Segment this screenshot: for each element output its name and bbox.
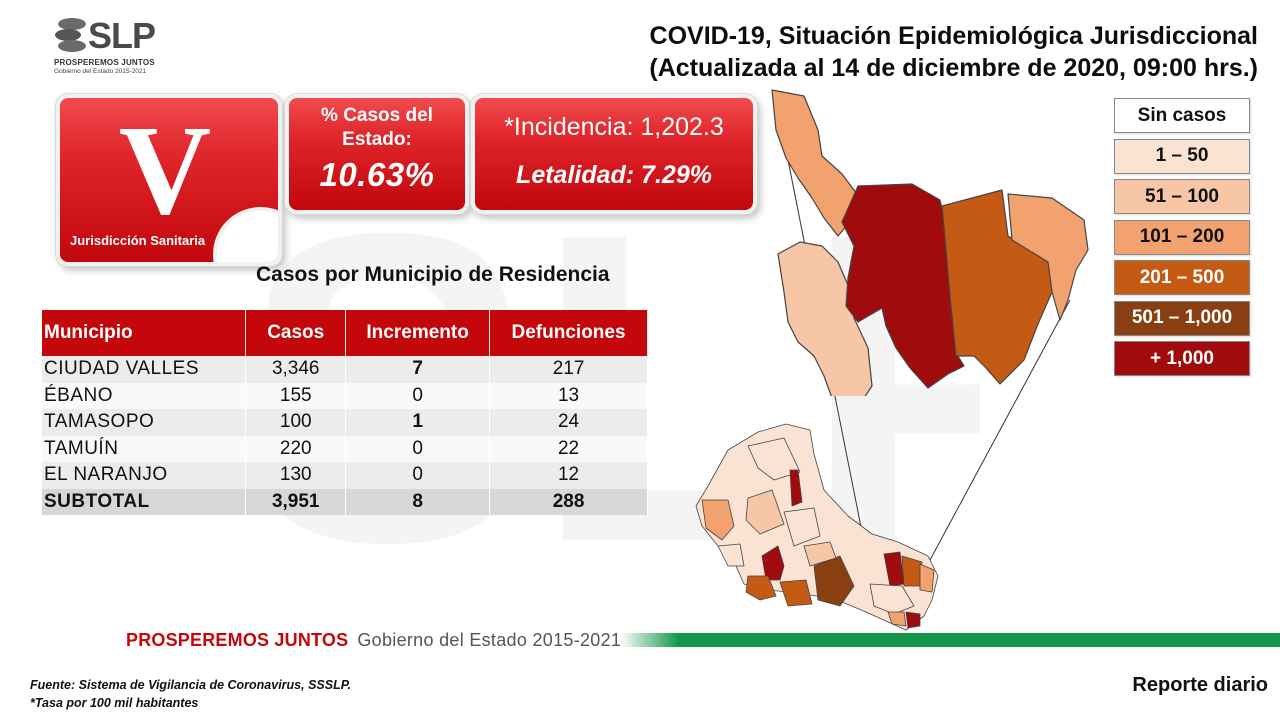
state-region-center xyxy=(745,489,785,535)
municipality-tamuin xyxy=(941,189,1053,385)
cell-defunciones: 13 xyxy=(489,382,648,409)
municipality-tamasopo xyxy=(777,241,873,396)
jurisdiction-map xyxy=(771,89,1089,396)
table-row: CIUDAD VALLES 3,346 7 217 xyxy=(42,356,648,383)
table-row: ÉBANO 155 0 13 xyxy=(42,382,648,409)
header-incremento: Incremento xyxy=(345,310,491,356)
slp-logo-icon xyxy=(55,18,86,52)
cell-casos: 220 xyxy=(245,435,347,462)
state-region-mid-south xyxy=(803,541,837,567)
cell-incremento: 0 xyxy=(345,435,491,462)
table-subtotal-row: SUBTOTAL 3,951 8 288 xyxy=(42,488,648,515)
cell-defunciones: 24 xyxy=(489,409,648,436)
legend-item-sin-casos: Sin casos xyxy=(1114,98,1250,133)
logo-wordmark: SLP xyxy=(88,15,156,56)
subtotal-defunciones: 288 xyxy=(489,488,648,515)
cell-incremento: 1 xyxy=(345,409,491,436)
logo-subline: Gobierno del Estado 2015-2021 xyxy=(54,68,147,75)
state-region-huasteca-mid xyxy=(887,611,907,627)
jurisdiction-label: Jurisdicción Sanitaria xyxy=(70,233,206,248)
state-region-north-high xyxy=(789,469,803,507)
source-line-2: *Tasa por 100 mil habitantes xyxy=(30,696,199,710)
source-line-1: Fuente: Sistema de Vigilancia de Coronav… xyxy=(30,678,351,692)
incidence-value: *Incidencia: 1,202.3 xyxy=(504,113,724,141)
cell-municipio: TAMASOPO xyxy=(42,409,247,436)
slp-logo: SLP PROSPEREMOS JUNTOS Gobierno del Esta… xyxy=(54,16,164,80)
footer-green-bar xyxy=(620,633,1280,647)
card-corner-decoration xyxy=(213,207,278,262)
state-region-huasteca xyxy=(869,583,915,615)
footer-brand-name: PROSPEREMOS JUNTOS xyxy=(126,630,349,650)
state-percentage-value: 10.63% xyxy=(319,156,435,193)
header-defunciones: Defunciones xyxy=(489,310,648,356)
legend-item-101-200: 101 – 200 xyxy=(1114,219,1250,255)
page-title: COVID-19, Situación Epidemiológica Juris… xyxy=(649,20,1258,84)
state-percentage-card: % Casos del Estado: 10.63% xyxy=(285,94,469,214)
cell-casos: 100 xyxy=(245,409,347,436)
state-percentage-label: % Casos del Estado: xyxy=(321,105,433,150)
footer-gov-name: Gobierno del Estado 2015-2021 xyxy=(357,630,622,650)
incidence-card: *Incidencia: 1,202.3 Letalidad: 7.29% xyxy=(471,94,757,214)
cell-defunciones: 217 xyxy=(489,356,648,383)
subtotal-label: SUBTOTAL xyxy=(42,488,247,515)
table-header-row: Municipio Casos Incremento Defunciones xyxy=(42,310,648,356)
legend-item-501-1000: 501 – 1,000 xyxy=(1114,300,1250,336)
cell-incremento: 0 xyxy=(345,382,491,409)
state-region-north xyxy=(747,437,801,481)
cell-municipio: TAMUÍN xyxy=(42,435,247,462)
state-region-west xyxy=(701,499,735,541)
table-row: TAMASOPO 100 1 24 xyxy=(42,409,648,436)
state-region-huasteca-south xyxy=(905,611,921,629)
table-row: EL NARANJO 130 0 12 xyxy=(42,462,648,489)
source-note: Fuente: Sistema de Vigilancia de Coronav… xyxy=(30,676,351,712)
header-casos: Casos xyxy=(245,310,347,356)
legend-item-51-100: 51 – 100 xyxy=(1114,179,1250,214)
legend-item-1000-plus: + 1,000 xyxy=(1114,341,1250,376)
table-row: TAMUÍN 220 0 22 xyxy=(42,435,648,462)
state-region-south xyxy=(779,579,813,607)
map-legend: Sin casos 1 – 50 51 – 100 101 – 200 201 … xyxy=(1114,98,1250,382)
cell-municipio: ÉBANO xyxy=(42,382,247,409)
subtotal-incremento: 8 xyxy=(345,488,491,515)
state-region-mid xyxy=(783,507,821,547)
header-municipio: Municipio xyxy=(42,310,247,356)
subtotal-casos: 3,951 xyxy=(245,488,347,515)
title-line-1: COVID-19, Situación Epidemiológica Juris… xyxy=(649,22,1258,50)
cell-defunciones: 22 xyxy=(489,435,648,462)
jurisdiction-numeral: V xyxy=(118,99,212,241)
title-line-2: (Actualizada al 14 de diciembre de 2020,… xyxy=(649,54,1258,82)
cell-municipio: CIUDAD VALLES xyxy=(42,356,247,383)
cell-casos: 130 xyxy=(245,462,347,489)
legend-item-1-50: 1 – 50 xyxy=(1114,138,1250,174)
footer-brand: PROSPEREMOS JUNTOS Gobierno del Estado 2… xyxy=(126,630,621,651)
cell-incremento: 7 xyxy=(345,356,491,383)
daily-report-label: Reporte diario xyxy=(1132,674,1268,696)
cell-municipio: EL NARANJO xyxy=(42,462,247,489)
municipality-table: Municipio Casos Incremento Defunciones C… xyxy=(42,310,648,515)
jurisdiction-card: V Jurisdicción Sanitaria xyxy=(56,94,282,266)
legend-item-201-500: 201 – 500 xyxy=(1114,260,1250,295)
cell-casos: 155 xyxy=(245,382,347,409)
lethality-value: Letalidad: 7.29% xyxy=(516,161,712,189)
table-title: Casos por Municipio de Residencia xyxy=(256,263,610,286)
cell-defunciones: 12 xyxy=(489,462,648,489)
municipality-ebano xyxy=(1007,193,1089,321)
state-region-capital-west xyxy=(745,575,777,601)
cell-casos: 3,346 xyxy=(245,356,347,383)
state-region-east xyxy=(919,563,935,593)
cell-incremento: 0 xyxy=(345,462,491,489)
state-map xyxy=(695,423,939,631)
logo-tagline: PROSPEREMOS JUNTOS xyxy=(54,58,155,67)
state-region-far-west xyxy=(717,543,745,567)
